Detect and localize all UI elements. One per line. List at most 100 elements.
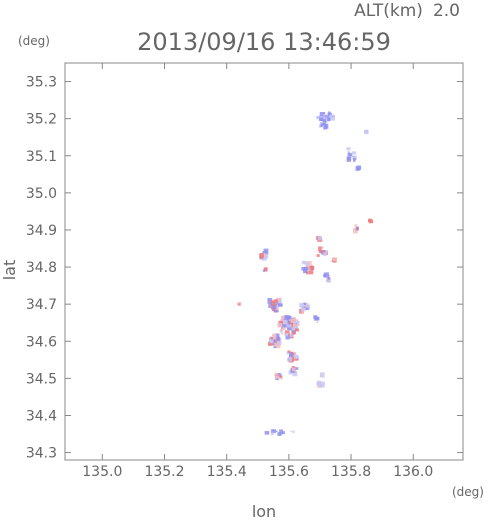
data-point — [320, 375, 323, 377]
data-point — [281, 327, 283, 329]
data-point — [292, 371, 298, 377]
data-point — [238, 303, 241, 306]
data-point — [316, 382, 321, 386]
data-point — [277, 323, 283, 328]
data-point — [306, 305, 310, 308]
data-point — [303, 306, 306, 309]
data-point — [292, 331, 296, 335]
data-point — [263, 269, 266, 272]
data-point — [288, 356, 293, 362]
data-point — [327, 117, 331, 122]
data-point — [275, 430, 278, 433]
data-point — [288, 352, 293, 358]
data-point — [276, 336, 281, 342]
altitude-label: ALT(km) — [354, 1, 423, 21]
data-point — [294, 354, 299, 359]
data-point — [319, 111, 325, 116]
data-point — [282, 327, 286, 329]
data-point — [327, 115, 330, 118]
data-point — [280, 318, 285, 322]
data-point — [301, 311, 304, 314]
data-point — [269, 336, 272, 339]
data-point — [283, 318, 288, 324]
data-point — [277, 303, 283, 307]
data-point — [287, 319, 292, 326]
data-point — [305, 302, 309, 307]
data-point — [320, 123, 324, 127]
data-point — [299, 303, 304, 308]
data-point — [292, 323, 298, 328]
data-point — [288, 319, 291, 321]
data-point — [275, 306, 279, 311]
data-point — [321, 247, 324, 249]
data-point — [327, 276, 331, 280]
y-tick-label: 34.4 — [26, 408, 57, 424]
data-point — [317, 235, 322, 241]
data-point — [316, 316, 320, 321]
data-point — [290, 318, 295, 323]
data-point — [320, 125, 323, 127]
altitude-readout: ALT(km) 2.0 — [354, 1, 460, 21]
data-point — [267, 298, 273, 304]
data-point — [291, 328, 296, 334]
y-tick-label: 35.1 — [26, 149, 57, 165]
data-point — [301, 310, 304, 313]
data-point — [288, 369, 293, 375]
data-point — [304, 266, 309, 271]
data-point — [280, 375, 282, 378]
data-point — [347, 151, 350, 154]
data-point — [286, 352, 289, 355]
data-point — [281, 315, 286, 320]
data-point — [323, 251, 327, 256]
plot-frame — [64, 62, 464, 461]
y-tick-label: 34.6 — [26, 334, 57, 350]
x-tick-label: 135.2 — [144, 464, 184, 480]
data-point — [306, 261, 312, 267]
data-point — [271, 333, 277, 340]
data-point — [356, 226, 359, 230]
data-point — [290, 430, 293, 433]
data-point — [318, 246, 322, 251]
data-point — [277, 341, 282, 345]
data-point — [291, 351, 293, 353]
data-point — [354, 155, 357, 158]
data-point — [306, 271, 309, 275]
x-axis-label: lon — [252, 502, 276, 521]
data-point — [275, 337, 278, 341]
data-point — [367, 218, 372, 223]
data-point — [294, 317, 296, 320]
data-point — [347, 156, 351, 161]
data-point — [319, 372, 325, 378]
data-point — [278, 297, 282, 302]
x-tick-label: 135.0 — [82, 464, 122, 480]
data-point — [279, 328, 283, 331]
data-point — [281, 332, 284, 335]
x-tick-label: 135.6 — [269, 464, 309, 480]
data-point — [269, 338, 274, 344]
y-tick-label: 35.2 — [26, 112, 57, 128]
data-point — [278, 320, 284, 325]
data-point — [319, 117, 324, 122]
data-point — [291, 367, 296, 372]
data-point — [277, 373, 282, 378]
data-point — [274, 333, 280, 340]
data-point — [306, 263, 309, 267]
y-axis-label: lat — [0, 260, 19, 281]
data-point — [292, 316, 295, 320]
data-point — [322, 119, 327, 123]
data-point — [354, 224, 358, 227]
data-point — [324, 272, 329, 278]
data-point — [351, 151, 357, 155]
data-point — [356, 228, 359, 231]
data-point — [285, 334, 290, 340]
data-point — [301, 260, 307, 265]
y-tick-label: 34.8 — [26, 260, 57, 276]
data-point — [292, 430, 295, 433]
data-point — [279, 429, 284, 435]
data-point — [318, 250, 323, 253]
data-point — [265, 268, 268, 270]
data-point — [321, 251, 325, 254]
data-point — [316, 254, 320, 257]
data-point — [316, 321, 319, 323]
altitude-value: 2.0 — [433, 1, 460, 21]
